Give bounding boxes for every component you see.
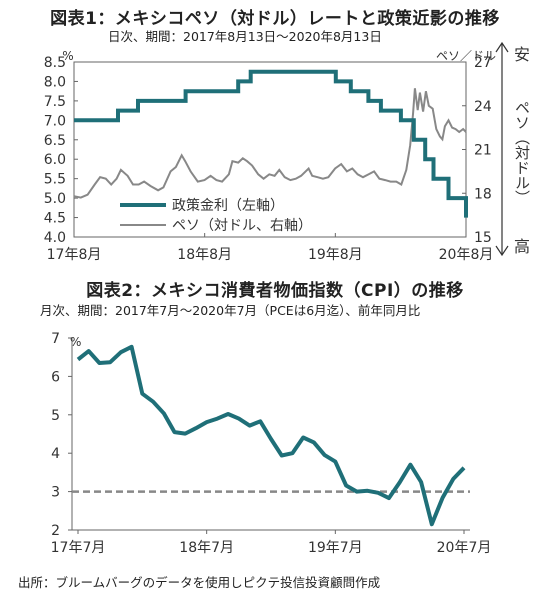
chart1-left-tick-label: 6.5	[44, 133, 66, 149]
chart1-left-tick-label: 6.0	[44, 152, 66, 168]
chart1-right-unit: ペソ／ドル	[436, 49, 496, 63]
chart2-y-unit: %	[70, 335, 81, 349]
chart2-x-tick-label: 17年7月	[51, 540, 106, 556]
chart1-arrow-down-icon	[495, 245, 509, 257]
chart1-left-tick-label: 8.0	[44, 74, 66, 90]
chart1-x-tick-label: 20年8月	[439, 247, 494, 263]
chart1-subtitle: 日次、期間：2017年8月13日〜2020年8月13日	[108, 29, 382, 44]
chart1-arrow-up-icon	[495, 41, 509, 53]
chart1-left-unit: %	[62, 49, 73, 63]
chart2-y-tick-label: 4	[51, 446, 60, 462]
chart1-left-tick-label: 7.5	[44, 94, 66, 110]
chart1-axis-top-label: 安	[514, 45, 530, 64]
chart2-y-tick-label: 7	[51, 331, 60, 347]
chart1-left-tick-label: 7.0	[44, 113, 66, 129]
chart2-title: 図表2：メキシコ消費者物価指数（CPI）の推移	[86, 281, 464, 301]
chart1-x-tick-label: 18年8月	[177, 247, 232, 263]
chart2-x-tick-label: 20年7月	[437, 540, 492, 556]
chart1-series-policy-rate	[74, 69, 468, 218]
chart1-x-tick-label: 17年8月	[47, 247, 102, 263]
chart1-left-tick-label: 5.0	[44, 191, 66, 207]
chart1-right-tick-label: 18	[474, 186, 492, 202]
chart2: 7 6 5 4 3 2% 17年7月 18年7月 19年7月 20年7月	[51, 331, 492, 556]
chart1-axis-bottom-label: 高	[514, 237, 530, 256]
chart2-series-cpi	[76, 344, 466, 527]
chart1: 8.5 8.0 7.5 7.0 6.5 6.0 5.5 5.0 4.5 4.0% 27 24 21 18 1…	[44, 41, 531, 263]
source-note: 出所：ブルームバーグのデータを使用しピクテ投信投資顧問作成	[18, 575, 381, 590]
chart1-left-tick-label: 4.0	[44, 230, 66, 246]
chart1-legend-label: 政策金利（左軸）	[172, 197, 284, 214]
chart1-title: 図表1：メキシコペソ（対ドル）レートと政策近影の推移	[50, 9, 500, 29]
chart1-right-tick-label: 24	[474, 99, 492, 115]
chart1-right-tick-label: 27	[474, 55, 492, 71]
chart1-right-tick-label: 21	[474, 143, 492, 159]
chart1-left-tick-label: 5.5	[44, 172, 66, 188]
chart2-x-tick-label: 19年7月	[308, 540, 363, 556]
chart1-x-tick-label: 19年8月	[308, 247, 363, 263]
chart2-y-tick-label: 3	[51, 485, 60, 501]
chart1-left-tick-label: 4.5	[44, 211, 66, 227]
chart2-y-tick-label: 2	[51, 523, 60, 539]
chart2-x-tick-label: 18年7月	[179, 540, 234, 556]
chart1-legend-label: ペソ（対ドル、右軸）	[172, 218, 312, 234]
chart1-right-tick-label: 15	[474, 230, 492, 246]
chart2-subtitle: 月次、期間：2017年7月〜2020年7月（PCEは6月迄）、前年同月比	[40, 303, 421, 318]
chart2-y-tick-label: 6	[51, 369, 60, 385]
chart2-y-tick-label: 5	[51, 408, 60, 424]
chart1-axis-middle-label: ペソ（対ドル）	[513, 100, 531, 205]
chart1-left-tick-label: 8.5	[44, 55, 66, 71]
chart1-series-peso	[73, 88, 467, 199]
